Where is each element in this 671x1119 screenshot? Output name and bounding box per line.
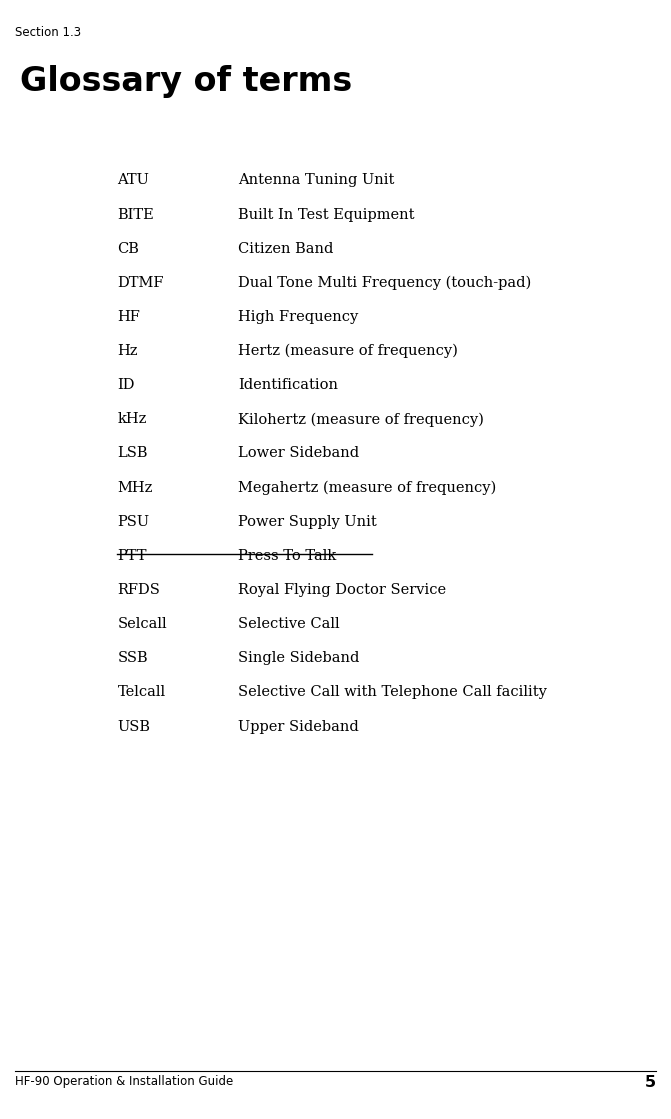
- Text: DTMF: DTMF: [117, 276, 164, 290]
- Text: SSB: SSB: [117, 651, 148, 666]
- Text: HF: HF: [117, 310, 140, 325]
- Text: Selective Call: Selective Call: [238, 618, 340, 631]
- Text: Kilohertz (measure of frequency): Kilohertz (measure of frequency): [238, 413, 484, 426]
- Text: PSU: PSU: [117, 515, 150, 529]
- Text: PTT: PTT: [117, 549, 147, 563]
- Text: Antenna Tuning Unit: Antenna Tuning Unit: [238, 173, 395, 188]
- Text: Selcall: Selcall: [117, 618, 167, 631]
- Text: Telcall: Telcall: [117, 685, 166, 699]
- Text: MHz: MHz: [117, 481, 153, 495]
- Text: RFDS: RFDS: [117, 583, 160, 598]
- Text: Upper Sideband: Upper Sideband: [238, 720, 359, 734]
- Text: kHz: kHz: [117, 413, 147, 426]
- Text: Megahertz (measure of frequency): Megahertz (measure of frequency): [238, 481, 497, 495]
- Text: Selective Call with Telephone Call facility: Selective Call with Telephone Call facil…: [238, 685, 547, 699]
- Text: 5: 5: [645, 1075, 656, 1090]
- Text: CB: CB: [117, 242, 140, 256]
- Text: Press To Talk: Press To Talk: [238, 549, 336, 563]
- Text: Hz: Hz: [117, 345, 138, 358]
- Text: Single Sideband: Single Sideband: [238, 651, 360, 666]
- Text: Hertz (measure of frequency): Hertz (measure of frequency): [238, 345, 458, 358]
- Text: USB: USB: [117, 720, 150, 734]
- Text: LSB: LSB: [117, 446, 148, 461]
- Text: Built In Test Equipment: Built In Test Equipment: [238, 208, 415, 222]
- Text: Section 1.3: Section 1.3: [15, 26, 81, 39]
- Text: Glossary of terms: Glossary of terms: [20, 65, 352, 97]
- Text: High Frequency: High Frequency: [238, 310, 358, 325]
- Text: Power Supply Unit: Power Supply Unit: [238, 515, 377, 529]
- Text: Royal Flying Doctor Service: Royal Flying Doctor Service: [238, 583, 446, 598]
- Text: BITE: BITE: [117, 208, 154, 222]
- Text: Citizen Band: Citizen Band: [238, 242, 333, 256]
- Text: Identification: Identification: [238, 378, 338, 393]
- Text: Dual Tone Multi Frequency (touch-pad): Dual Tone Multi Frequency (touch-pad): [238, 276, 531, 290]
- Text: Lower Sideband: Lower Sideband: [238, 446, 360, 461]
- Text: ID: ID: [117, 378, 135, 393]
- Text: HF-90 Operation & Installation Guide: HF-90 Operation & Installation Guide: [15, 1075, 233, 1089]
- Text: ATU: ATU: [117, 173, 150, 188]
